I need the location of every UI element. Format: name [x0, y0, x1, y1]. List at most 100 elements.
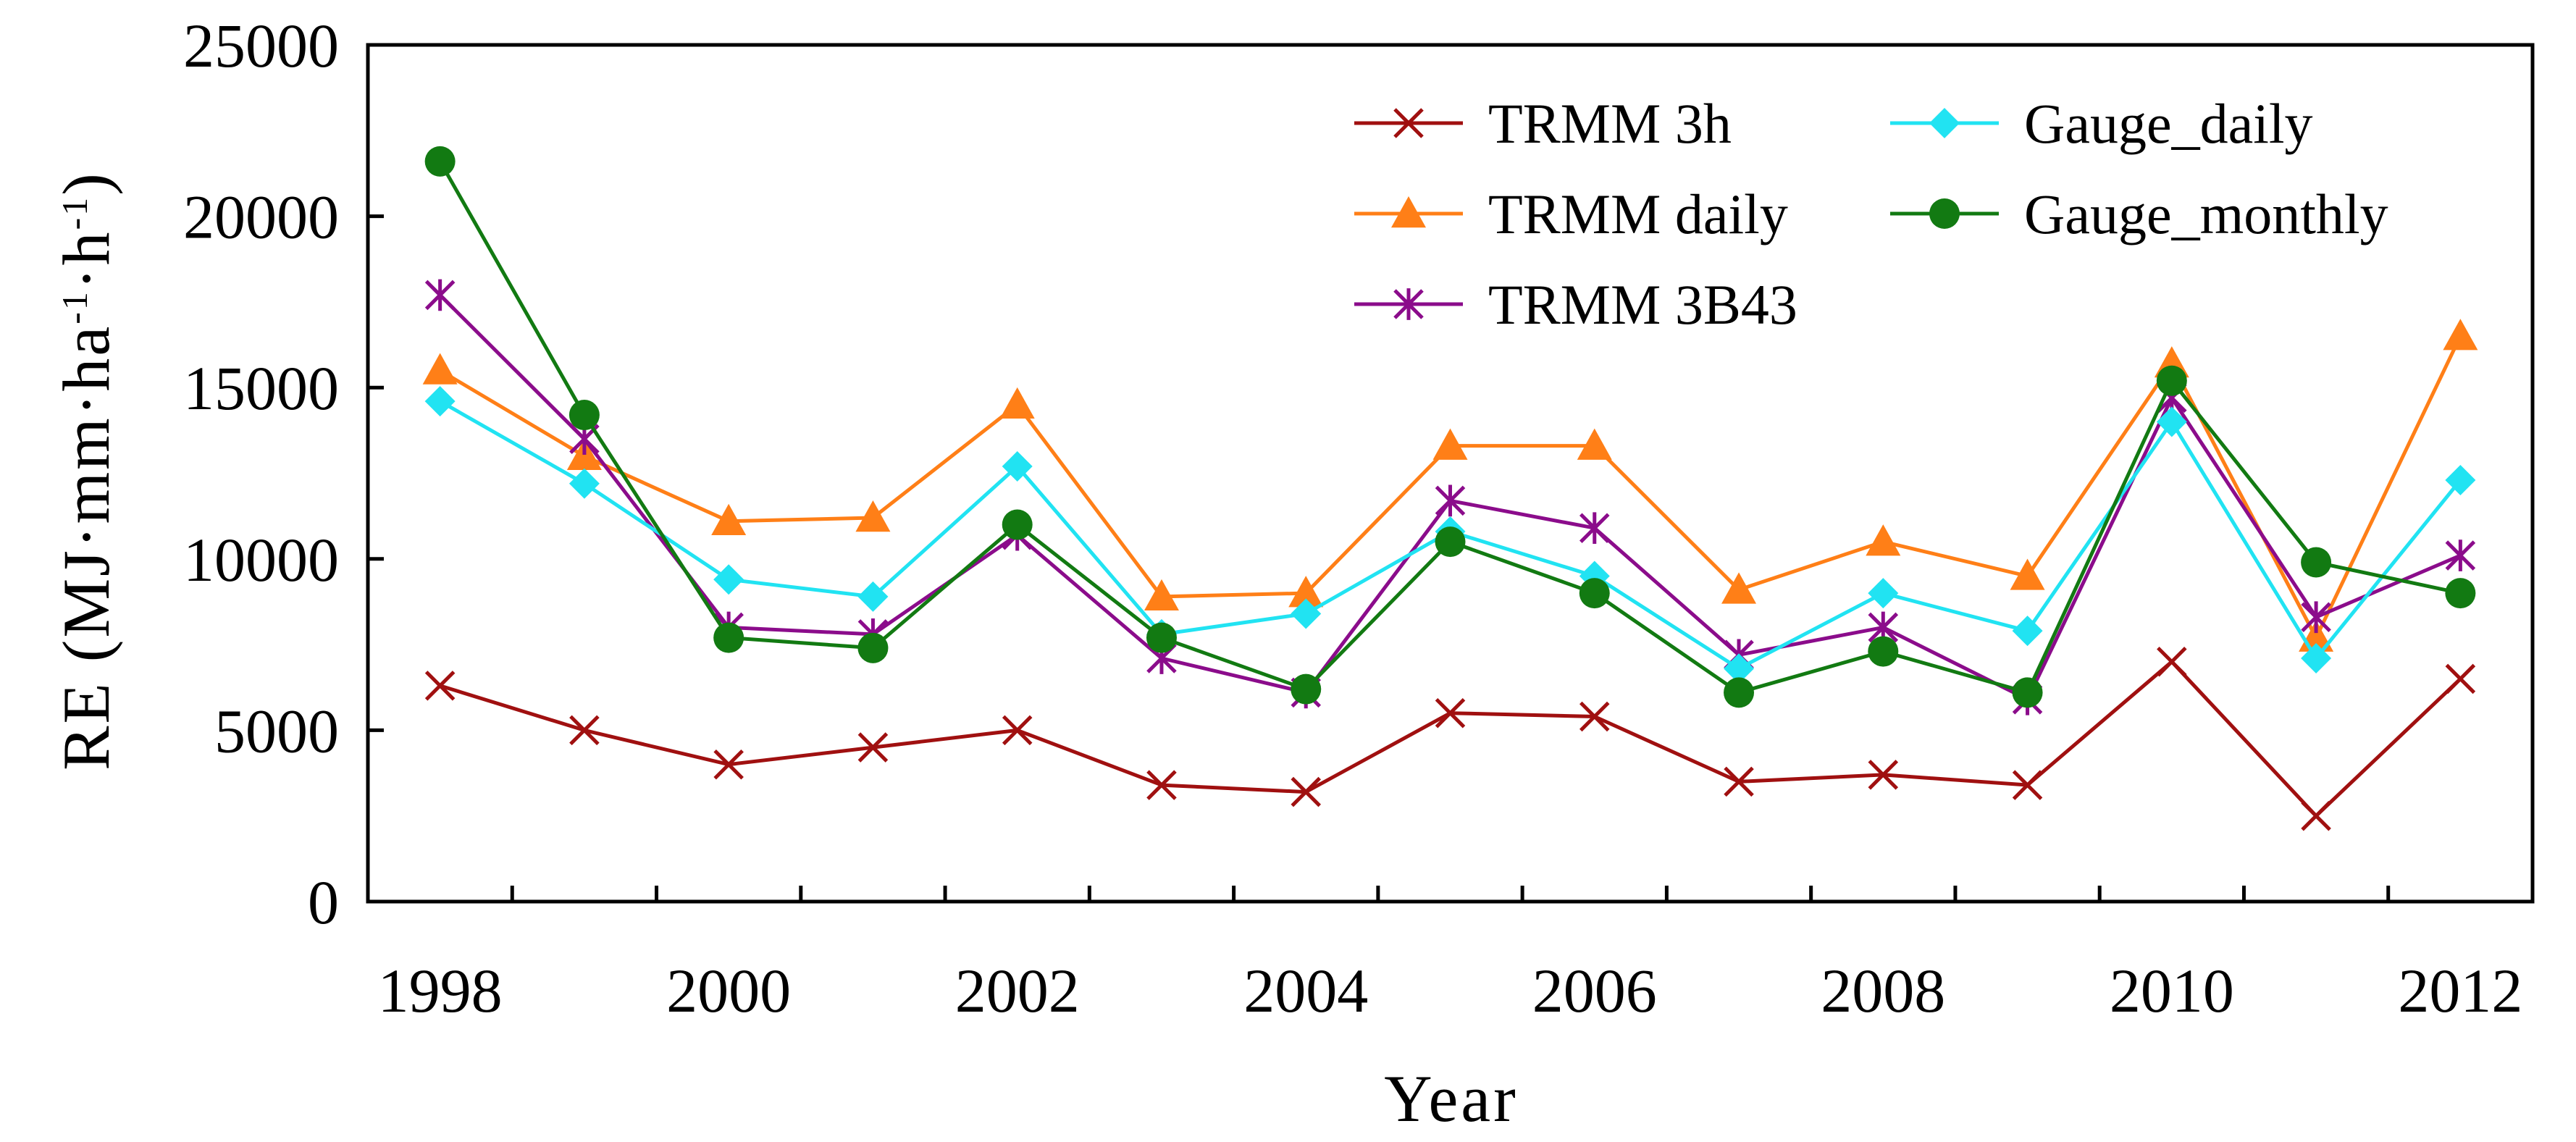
legend-marker: [1393, 108, 1424, 138]
data-point: [1868, 636, 1899, 667]
data-point: [424, 386, 456, 417]
data-point: [1435, 526, 1466, 558]
data-point: [2301, 547, 2332, 578]
x-tick-label: 2008: [1821, 956, 1945, 1025]
x-tick-label: 2010: [2110, 956, 2234, 1025]
data-point: [2445, 578, 2476, 609]
data-point: [2012, 677, 2043, 708]
legend-entry: TRMM daily: [1354, 182, 1788, 245]
series-layer: [422, 146, 2478, 831]
data-point: [1724, 766, 1754, 797]
data-point: [1724, 653, 1755, 684]
data-point: [2443, 319, 2478, 350]
x-axis-title: Year: [1384, 1062, 1519, 1135]
x-axis: 1998 2000 2002 2004 2006 2008 2010 2012: [378, 886, 2522, 1025]
data-point: [569, 468, 600, 499]
data-point: [1291, 776, 1321, 807]
y-tick-label: 15000: [183, 353, 339, 423]
data-point: [2445, 539, 2476, 571]
data-point: [1724, 677, 1755, 708]
data-point: [2445, 464, 2476, 495]
data-point: [1579, 578, 1610, 609]
data-point: [1579, 512, 1610, 545]
x-tick-label: 2002: [955, 956, 1080, 1025]
data-point: [2010, 558, 2045, 590]
data-point: [1146, 770, 1177, 800]
data-point: [2445, 663, 2476, 694]
y-tick-label: 20000: [183, 182, 339, 252]
data-point: [2012, 616, 2043, 647]
data-point: [999, 387, 1035, 419]
data-point: [2156, 365, 2187, 396]
x-tick-label: 2004: [1243, 956, 1368, 1025]
y-axis: 0 5000 10000 15000 20000 25000: [183, 11, 384, 937]
data-point: [424, 146, 456, 177]
data-point: [422, 353, 458, 385]
data-point: [1435, 697, 1466, 729]
data-point: [713, 749, 744, 780]
legend-label: TRMM 3h: [1488, 92, 1732, 155]
legend-entry: TRMM 3h: [1354, 92, 1732, 155]
data-point: [1291, 598, 1322, 629]
data-point: [1146, 622, 1177, 653]
series-trmm-3b43: [424, 279, 2476, 715]
data-point: [424, 671, 456, 701]
data-point: [1866, 524, 1901, 556]
legend: TRMM 3h TRMM daily TRMM 3B43 Gauge_daily Gau…: [1354, 92, 2388, 336]
x-tick-label: 1998: [378, 956, 503, 1025]
data-point: [713, 564, 744, 595]
data-point: [2012, 770, 2043, 800]
legend-entry: Gauge_monthly: [1890, 182, 2388, 245]
data-point: [1435, 484, 1466, 517]
series-trmm-3h: [424, 646, 2476, 831]
plot-area-frame: [366, 43, 2535, 904]
data-point: [1579, 701, 1610, 732]
data-point: [2301, 800, 2331, 831]
data-point: [857, 581, 889, 612]
data-point: [857, 632, 889, 663]
y-tick-label: 5000: [214, 696, 339, 765]
legend-entry: TRMM 3B43: [1354, 273, 1797, 336]
legend-label: TRMM 3B43: [1488, 273, 1797, 336]
data-point: [1144, 579, 1179, 611]
data-point: [1868, 760, 1899, 790]
y-tick-label: 0: [308, 868, 339, 937]
data-point: [855, 500, 891, 532]
legend-marker: [1929, 108, 1960, 138]
legend-label: Gauge_monthly: [2024, 182, 2388, 245]
y-axis-title: RE (MJ·mm·ha-1·h-1): [49, 171, 123, 771]
data-point: [711, 503, 747, 535]
data-point: [1002, 509, 1033, 540]
data-point: [713, 622, 744, 653]
y-tick-label: 10000: [183, 525, 339, 595]
data-point: [1002, 451, 1033, 482]
series-trmm-daily: [422, 319, 2478, 652]
data-point: [1291, 673, 1322, 705]
data-point: [1868, 578, 1899, 609]
data-point: [1002, 715, 1033, 746]
y-tick-label: 25000: [183, 11, 339, 80]
data-point: [1288, 576, 1324, 608]
data-point: [2301, 643, 2332, 674]
data-point: [1721, 572, 1757, 604]
data-point: [569, 400, 600, 431]
legend-marker: [1391, 196, 1426, 228]
x-tick-label: 2012: [2398, 956, 2522, 1025]
data-point: [569, 715, 600, 746]
data-point: [2156, 406, 2187, 437]
data-point: [1577, 428, 1612, 460]
legend-label: Gauge_daily: [2024, 92, 2313, 155]
x-tick-label: 2000: [666, 956, 791, 1025]
data-point: [1432, 428, 1468, 460]
data-point: [2301, 601, 2331, 634]
series-gauge-monthly: [424, 146, 2476, 708]
data-point: [424, 279, 456, 311]
data-point: [857, 732, 889, 763]
legend-label: TRMM daily: [1488, 182, 1788, 245]
data-point: [2157, 646, 2187, 677]
x-tick-label: 2006: [1532, 956, 1657, 1025]
legend-marker: [1929, 198, 1960, 229]
legend-entry: Gauge_daily: [1890, 92, 2313, 155]
